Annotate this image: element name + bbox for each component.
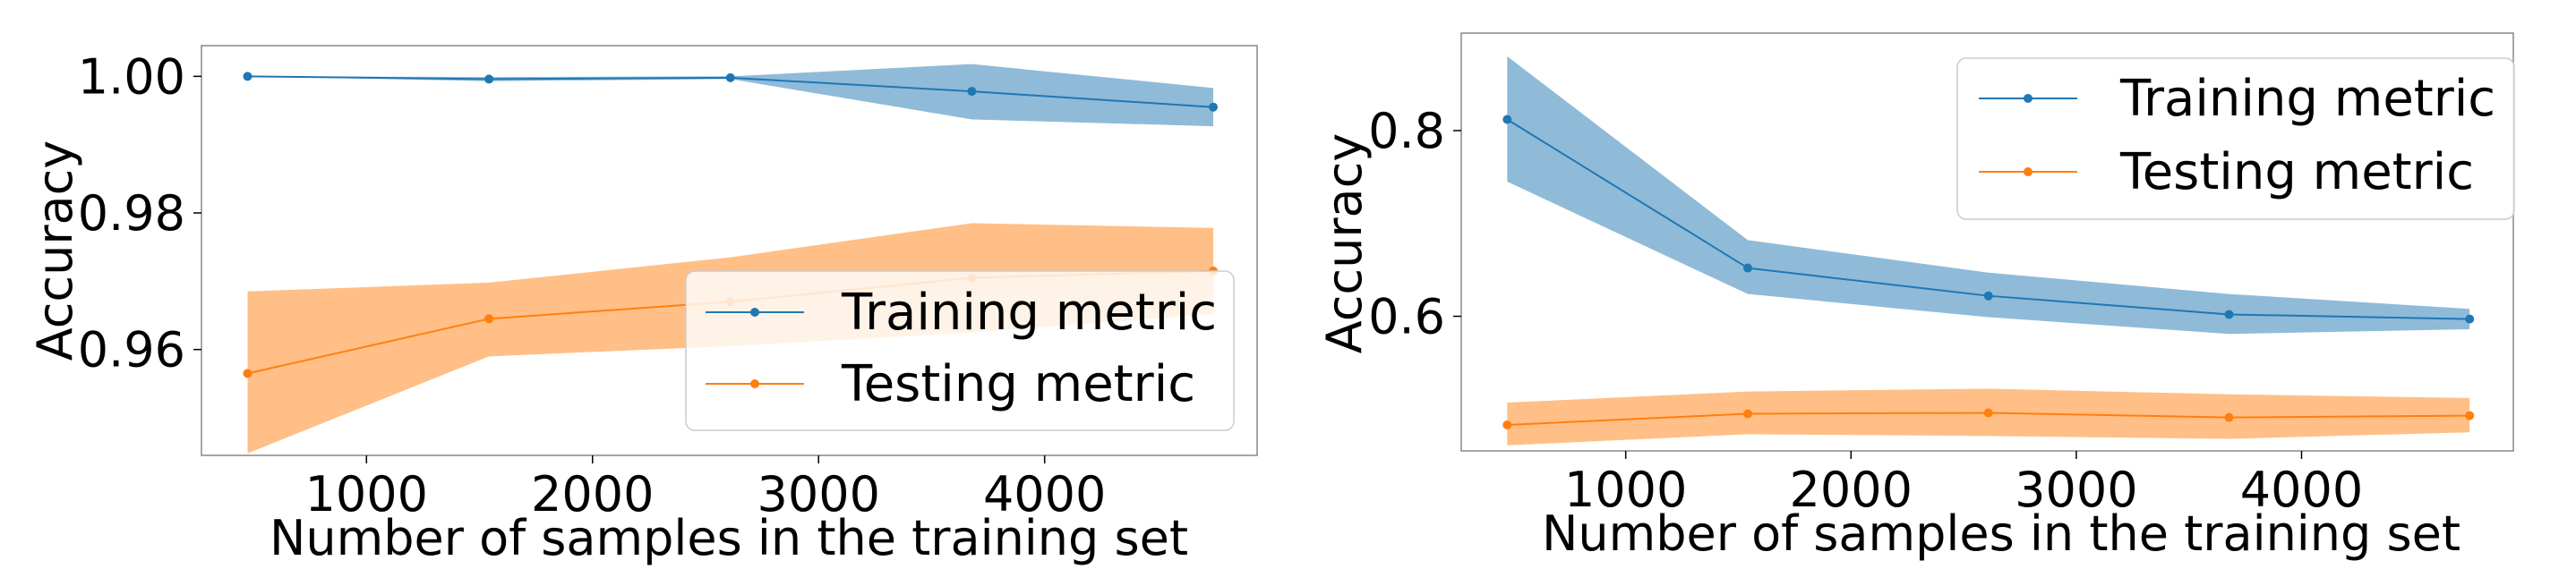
right-testing-metric-point [2224,412,2234,422]
right-legend: Training metric Testing metric [1956,57,2515,220]
left-training-metric-point [243,72,252,81]
right-y-ticks: 0.6 0.8 [1368,103,1461,345]
right-legend-training-label: Training metric [2119,70,2495,128]
left-legend-testing-marker [750,379,759,388]
left-x-tick-label: 2000 [531,466,654,522]
right-training-metric-point [1983,291,1993,301]
left-y-tick-label: 0.96 [78,322,185,378]
right-testing-metric-point [1502,420,1512,429]
left-y-ticks: 0.96 0.98 1.00 [78,48,201,378]
left-testing-metric-point [243,369,252,378]
right-chart: 1000 2000 3000 4000 0.6 0.8 Number of sample… [1316,32,2515,562]
right-series-points [1502,115,2475,429]
left-x-tick-label: 4000 [983,466,1106,522]
right-testing-metric-point [2465,411,2475,420]
right-x-axis-label: Number of samples in the training set [1542,505,2460,562]
left-training-metric-point [1209,102,1219,112]
left-y-tick-label: 0.98 [78,185,185,242]
left-training-metric-point [967,87,977,97]
left-legend-training-label: Training metric [841,284,1217,342]
right-y-axis-label: Accuracy [1316,133,1373,354]
right-x-tick-label: 4000 [2240,462,2363,518]
right-testing-metric-point [1743,409,1753,419]
right-legend-testing-label: Testing metric [2119,143,2474,201]
right-y-tick-label: 0.8 [1368,103,1445,159]
left-testing-metric-point [484,314,494,324]
left-y-axis-label: Accuracy [27,140,83,361]
left-legend: Training metric Testing metric [685,270,1235,431]
right-testing-metric-point [1983,408,1993,418]
left-training-metric-point [484,74,494,84]
right-x-tick-label: 3000 [2015,462,2137,518]
right-training-metric-point [1743,263,1753,273]
left-chart: 1000 2000 3000 4000 0.96 0.98 1.00 Number of … [27,45,1258,566]
right-training-metric-point [1502,115,1512,124]
left-legend-training-marker [750,308,759,317]
right-x-tick-label: 1000 [1564,462,1687,518]
left-x-tick-label: 3000 [757,466,880,522]
left-y-tick-label: 1.00 [78,48,185,105]
right-x-tick-label: 2000 [1790,462,1913,518]
right-legend-box [1956,57,2515,220]
left-plot-frame [201,45,1258,456]
right-x-ticks: 1000 2000 3000 4000 [1564,451,2363,518]
left-x-tick-label: 1000 [305,466,428,522]
left-training-metric-point [725,72,735,82]
right-plot-frame [1460,32,2514,452]
left-x-ticks: 1000 2000 3000 4000 [305,455,1106,522]
left-legend-testing-label: Testing metric [841,355,1195,413]
right-training-metric-point [2465,314,2475,324]
right-legend-testing-marker [2024,167,2033,176]
left-legend-box [685,270,1235,431]
right-y-tick-label: 0.6 [1368,289,1445,345]
right-legend-training-marker [2024,94,2033,103]
right-training-metric-point [2224,310,2234,319]
left-x-axis-label: Number of samples in the training set [270,510,1188,566]
